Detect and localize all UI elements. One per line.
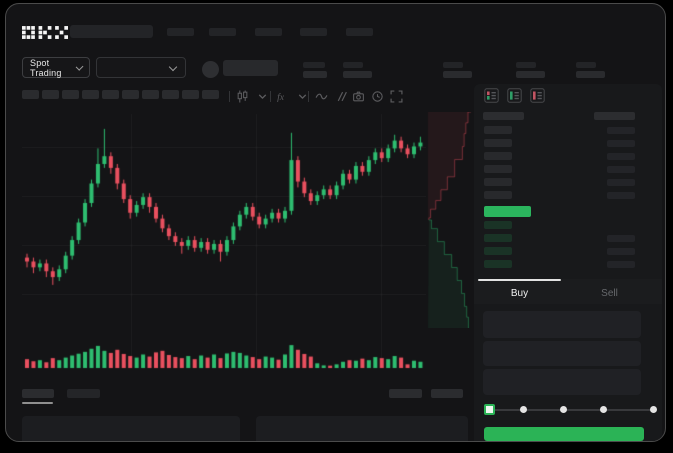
- slider-step-dot[interactable]: [559, 406, 567, 413]
- okx-logo[interactable]: [22, 25, 68, 40]
- slider-step-dot[interactable]: [599, 406, 607, 413]
- app-window: Spot Trading fx: [5, 3, 666, 442]
- tab-buy[interactable]: Buy: [510, 287, 529, 299]
- okx-logo-icon: [22, 26, 68, 39]
- ask-row-amount[interactable]: [607, 178, 635, 186]
- chevron-down-icon[interactable]: [296, 90, 309, 103]
- bottom-tab-active-underline: [22, 402, 53, 404]
- market-type-label: Spot Trading: [30, 57, 62, 78]
- chart-bottom-tab[interactable]: [22, 389, 54, 398]
- history-clock-icon[interactable]: [371, 90, 384, 103]
- order-input-field[interactable]: [483, 369, 641, 395]
- nav-item[interactable]: [300, 28, 327, 36]
- market-stat-value: [443, 71, 472, 78]
- orderbook-view-combined-book-icon[interactable]: [484, 88, 499, 103]
- line-overlay-icon[interactable]: [315, 90, 328, 103]
- interval-button[interactable]: [182, 90, 199, 99]
- slider-handle[interactable]: [484, 404, 495, 415]
- submit-buy-button[interactable]: [484, 427, 644, 441]
- ask-row-price[interactable]: [484, 152, 512, 160]
- orderbook-view-bids-only-icon[interactable]: [507, 88, 522, 103]
- toolbar-divider: [229, 91, 230, 102]
- market-stat-label: [303, 62, 325, 68]
- market-stat-value: [576, 71, 605, 78]
- toolbar-divider: [308, 91, 309, 102]
- drawing-tools-icon[interactable]: [335, 90, 348, 103]
- interval-button[interactable]: [22, 90, 39, 99]
- order-input-field[interactable]: [483, 311, 641, 338]
- candle-type-icon[interactable]: [236, 90, 249, 103]
- order-input-field[interactable]: [483, 341, 641, 366]
- interval-button[interactable]: [202, 90, 219, 99]
- last-price-bar: [484, 206, 531, 217]
- toolbar-divider: [270, 91, 271, 102]
- market-stat-label: [576, 62, 596, 68]
- camera-snapshot-icon[interactable]: [352, 90, 365, 103]
- chart-bottom-tab[interactable]: [67, 389, 100, 398]
- bid-row-price[interactable]: [484, 221, 512, 229]
- fullscreen-icon[interactable]: [390, 90, 403, 103]
- orderbook-view-asks-only-icon[interactable]: [530, 88, 545, 103]
- market-stat-label: [443, 62, 463, 68]
- ask-row-amount[interactable]: [607, 191, 635, 199]
- interval-button[interactable]: [142, 90, 159, 99]
- chevron-down-icon[interactable]: [256, 90, 269, 103]
- bottom-panel: [256, 416, 468, 441]
- ask-row-price[interactable]: [484, 178, 512, 186]
- interval-button[interactable]: [82, 90, 99, 99]
- global-search-field[interactable]: [70, 25, 153, 38]
- bottom-panel: [22, 416, 240, 441]
- bottom-action-button[interactable]: [431, 389, 463, 398]
- nav-item[interactable]: [167, 28, 194, 36]
- trade-tab-bar: [474, 279, 662, 304]
- interval-button[interactable]: [102, 90, 119, 99]
- orderbook-header-price: [483, 112, 524, 120]
- svg-text:fx: fx: [277, 92, 285, 103]
- slider-step-dot[interactable]: [649, 406, 657, 413]
- ask-row-price[interactable]: [484, 139, 512, 147]
- orderbook-header-amount: [594, 112, 635, 120]
- ask-row-price[interactable]: [484, 191, 512, 199]
- bid-row-price[interactable]: [484, 234, 512, 242]
- bid-row-amount[interactable]: [607, 234, 635, 242]
- bid-row-amount[interactable]: [607, 260, 635, 268]
- amount-slider-track[interactable]: [489, 409, 653, 411]
- indicators-fx-icon[interactable]: fx: [276, 90, 289, 103]
- ask-row-amount[interactable]: [607, 152, 635, 160]
- market-stat-label: [343, 62, 363, 68]
- nav-item[interactable]: [346, 28, 373, 36]
- interval-button[interactable]: [62, 90, 79, 99]
- ask-row-price[interactable]: [484, 165, 512, 173]
- interval-button[interactable]: [162, 90, 179, 99]
- bid-row-price[interactable]: [484, 247, 512, 255]
- pair-coin-avatar: [202, 61, 219, 78]
- market-stat-value: [516, 71, 545, 78]
- slider-step-dot[interactable]: [519, 406, 527, 413]
- chevron-down-icon: [168, 62, 178, 71]
- nav-item[interactable]: [255, 28, 282, 36]
- depth-profile-canvas: [427, 112, 472, 328]
- market-stat-value: [303, 71, 327, 78]
- last-price-skeleton: [223, 60, 278, 76]
- ask-row-amount[interactable]: [607, 165, 635, 173]
- buy-tab-active-indicator: [478, 279, 561, 281]
- bid-row-amount[interactable]: [607, 247, 635, 255]
- ask-row-amount[interactable]: [607, 126, 635, 134]
- nav-item[interactable]: [209, 28, 236, 36]
- ask-row-amount[interactable]: [607, 139, 635, 147]
- market-type-dropdown[interactable]: Spot Trading: [22, 57, 90, 78]
- market-stat-label: [516, 62, 536, 68]
- pair-selector-dropdown[interactable]: [96, 57, 186, 78]
- interval-button[interactable]: [42, 90, 59, 99]
- price-chart-canvas[interactable]: [22, 110, 426, 372]
- interval-button[interactable]: [122, 90, 139, 99]
- bid-row-price[interactable]: [484, 260, 512, 268]
- market-stat-value: [343, 71, 372, 78]
- tab-sell[interactable]: Sell: [601, 287, 618, 299]
- bottom-action-button[interactable]: [389, 389, 422, 398]
- ask-row-price[interactable]: [484, 126, 512, 134]
